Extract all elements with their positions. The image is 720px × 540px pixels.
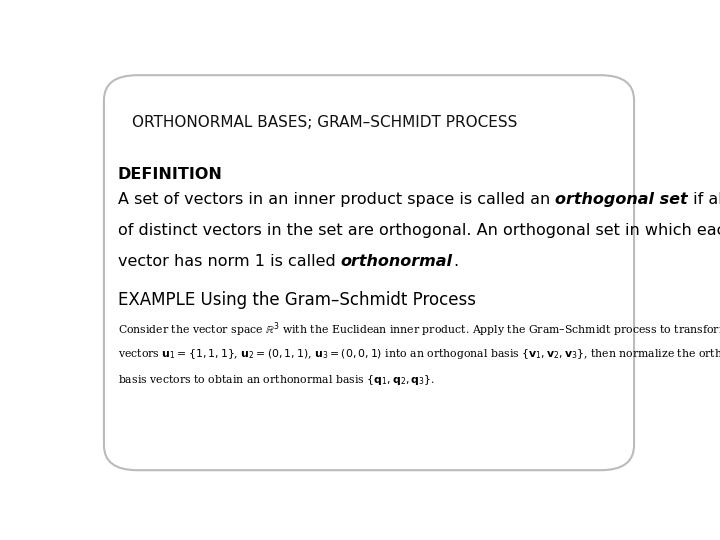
Text: orthonormal: orthonormal xyxy=(341,254,453,269)
Text: A set of vectors in an inner product space is called an: A set of vectors in an inner product spa… xyxy=(118,192,555,207)
Text: vectors $\mathbf{u}_1 = \{1, 1, 1\}$, $\mathbf{u}_2 = (0, 1, 1)$, $\mathbf{u}_3 : vectors $\mathbf{u}_1 = \{1, 1, 1\}$, $\… xyxy=(118,347,720,361)
Text: .: . xyxy=(453,254,458,269)
Text: of distinct vectors in the set are orthogonal. An orthogonal set in which each: of distinct vectors in the set are ortho… xyxy=(118,223,720,238)
Text: EXAMPLE Using the Gram–Schmidt Process: EXAMPLE Using the Gram–Schmidt Process xyxy=(118,292,476,309)
Text: DEFINITION: DEFINITION xyxy=(118,167,222,181)
Text: basis vectors to obtain an orthonormal basis $\{\mathbf{q}_1, \mathbf{q}_2, \mat: basis vectors to obtain an orthonormal b… xyxy=(118,373,435,387)
Text: vector has norm 1 is called: vector has norm 1 is called xyxy=(118,254,341,269)
Text: Consider the vector space $\mathbb{R}^3$ with the Euclidean inner product. Apply: Consider the vector space $\mathbb{R}^3$… xyxy=(118,321,720,339)
Text: if all pairs: if all pairs xyxy=(688,192,720,207)
FancyBboxPatch shape xyxy=(104,75,634,470)
Text: orthogonal set: orthogonal set xyxy=(555,192,688,207)
Text: ORTHONORMAL BASES; GRAM–SCHMIDT PROCESS: ORTHONORMAL BASES; GRAM–SCHMIDT PROCESS xyxy=(132,114,517,130)
